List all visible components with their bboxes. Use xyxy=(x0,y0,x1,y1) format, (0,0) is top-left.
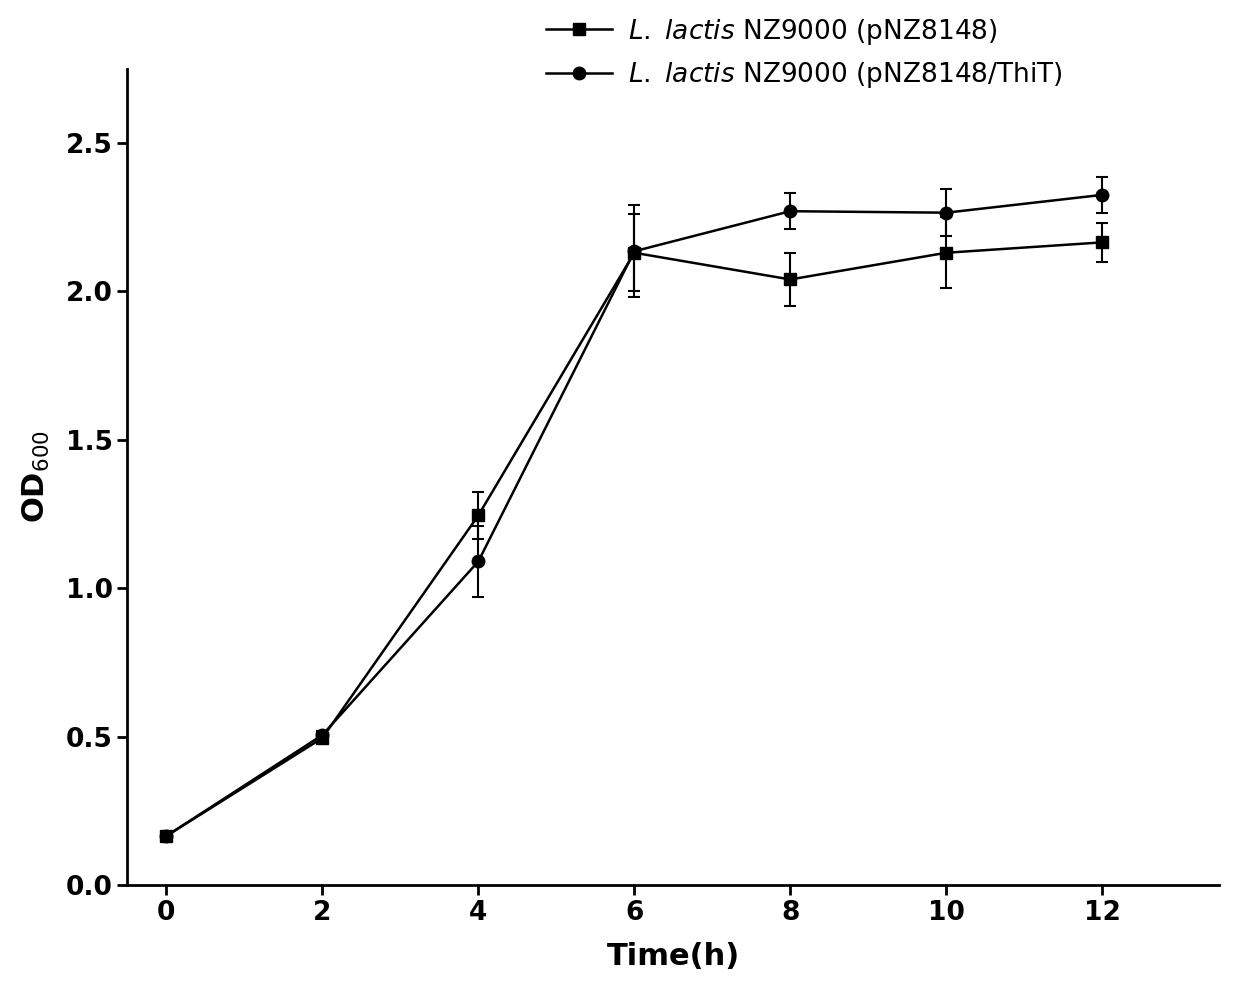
Y-axis label: OD$_{600}$: OD$_{600}$ xyxy=(21,431,52,523)
X-axis label: Time(h): Time(h) xyxy=(606,942,740,971)
Legend: $\it{L.}$ $\it{lactis}$ NZ9000 (pNZ8148), $\it{L.}$ $\it{lactis}$ NZ9000 (pNZ814: $\it{L.}$ $\it{lactis}$ NZ9000 (pNZ8148)… xyxy=(546,17,1063,90)
